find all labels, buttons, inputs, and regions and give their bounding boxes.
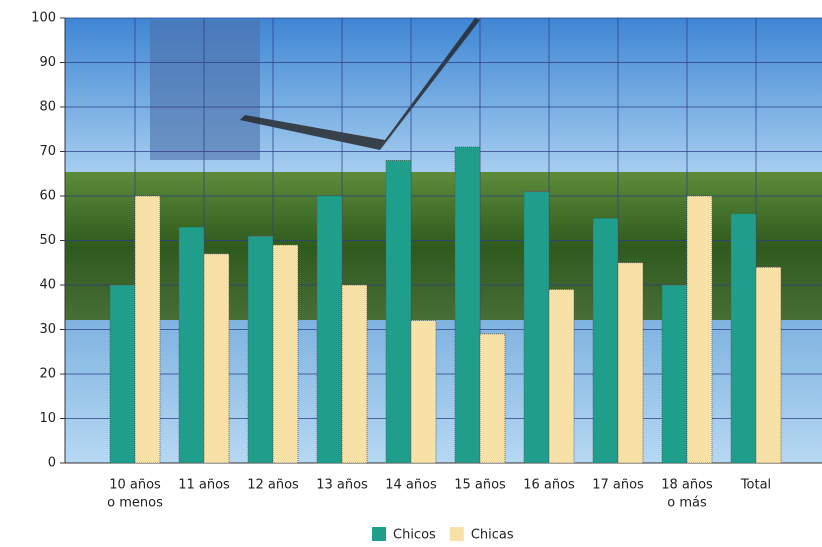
y-tick-label: 80: [39, 100, 56, 115]
x-tick-label: o menos: [107, 496, 163, 511]
bar: [203, 253, 230, 464]
bar: [661, 284, 688, 464]
y-tick-label: 50: [39, 233, 56, 248]
bar: [178, 226, 205, 464]
x-tick-label: 15 años: [454, 478, 506, 493]
bar: [479, 333, 506, 464]
bar: [247, 235, 274, 464]
y-tick-label: 10: [39, 411, 56, 426]
bar: [272, 244, 299, 464]
legend-label: Chicas: [471, 528, 514, 543]
x-tick-label: o más: [667, 496, 707, 511]
bar: [410, 320, 437, 464]
bar: [341, 284, 368, 464]
bar: [730, 213, 757, 464]
y-tick-label: 20: [39, 367, 56, 382]
x-tick-label: 14 años: [385, 478, 437, 493]
bar: [548, 289, 575, 464]
bar: [134, 195, 161, 464]
y-tick-label: 70: [39, 144, 56, 159]
bar: [454, 146, 481, 464]
x-tick-label: Total: [740, 478, 771, 493]
bar: [385, 159, 412, 464]
legend: Chicos Chicas: [372, 527, 514, 543]
y-tick-label: 40: [39, 278, 56, 293]
y-tick-label: 90: [39, 55, 56, 70]
bar: [686, 195, 713, 464]
legend-swatch: [372, 527, 386, 541]
x-tick-label: 17 años: [592, 478, 644, 493]
x-tick-label: 18 años: [661, 478, 713, 493]
bar: [617, 262, 644, 464]
x-tick-label: 12 años: [247, 478, 299, 493]
bar: [755, 266, 782, 464]
x-tick-label: 16 años: [523, 478, 575, 493]
legend-swatch: [449, 527, 464, 541]
bar: [316, 195, 343, 464]
y-tick-label: 30: [39, 322, 56, 337]
x-tick-label: 11 años: [178, 478, 230, 493]
x-tick-label: 13 años: [316, 478, 368, 493]
bar: [592, 217, 619, 464]
bar: [523, 191, 550, 464]
bar: [109, 284, 136, 464]
x-tick-label: 10 años: [109, 478, 161, 493]
legend-label: Chicos: [393, 528, 436, 543]
y-tick-label: 100: [31, 11, 56, 26]
y-tick-label: 60: [39, 189, 56, 204]
y-tick-label: 0: [48, 456, 56, 471]
